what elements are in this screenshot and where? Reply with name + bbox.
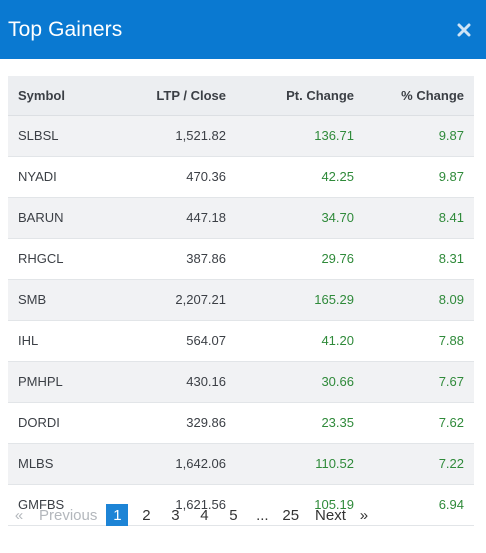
cell-ltp-close: 2,207.21 bbox=[115, 279, 228, 321]
cell-symbol: RHGCL bbox=[8, 238, 115, 280]
cell-ltp-close: 470.36 bbox=[115, 156, 228, 198]
header-pct-change[interactable]: % Change bbox=[356, 76, 474, 116]
previous-button[interactable]: Previous bbox=[39, 506, 98, 524]
cell-pt-change: 30.66 bbox=[228, 361, 356, 403]
table-row[interactable]: BARUN 447.18 34.70 8.41 bbox=[8, 197, 474, 239]
table-row[interactable]: PMHPL 430.16 30.66 7.67 bbox=[8, 361, 474, 403]
cell-symbol: NYADI bbox=[8, 156, 115, 198]
cell-pct-change: 9.87 bbox=[356, 156, 474, 198]
page-button-4[interactable]: 4 bbox=[200, 506, 209, 524]
last-page-button[interactable]: » bbox=[359, 506, 369, 524]
cell-symbol: DORDI bbox=[8, 402, 115, 444]
close-icon bbox=[457, 23, 471, 36]
cell-ltp-close: 1,621.56 bbox=[115, 484, 228, 526]
cell-ltp-close: 1,642.06 bbox=[115, 443, 228, 485]
cell-ltp-close: 564.07 bbox=[115, 320, 228, 362]
cell-pct-change: 7.88 bbox=[356, 320, 474, 362]
table-header-row: Symbol LTP / Close Pt. Change % Change bbox=[8, 76, 474, 116]
cell-pt-change: 34.70 bbox=[228, 197, 356, 239]
cell-symbol: SMB bbox=[8, 279, 115, 321]
page-button-3[interactable]: 3 bbox=[171, 506, 180, 524]
next-button[interactable]: Next bbox=[315, 506, 346, 524]
first-page-button[interactable]: « bbox=[14, 506, 24, 524]
cell-pt-change: 136.71 bbox=[228, 115, 356, 157]
cell-pt-change: 165.29 bbox=[228, 279, 356, 321]
cell-symbol: SLBSL bbox=[8, 115, 115, 157]
table-row[interactable]: GMFBS 1,621.56 105.19 6.94 bbox=[8, 484, 474, 526]
modal-header: Top Gainers bbox=[0, 0, 486, 59]
cell-pct-change: 9.87 bbox=[356, 115, 474, 157]
cell-symbol: GMFBS bbox=[8, 484, 115, 526]
pagination-ellipsis: ... bbox=[256, 506, 269, 524]
cell-ltp-close: 430.16 bbox=[115, 361, 228, 403]
cell-pt-change: 23.35 bbox=[228, 402, 356, 444]
close-button[interactable] bbox=[454, 20, 474, 40]
table-row[interactable]: SMB 2,207.21 165.29 8.09 bbox=[8, 279, 474, 321]
gainers-table-container: Symbol LTP / Close Pt. Change % Change S… bbox=[8, 76, 474, 526]
page-button-1[interactable]: 1 bbox=[106, 504, 129, 526]
cell-pct-change: 8.09 bbox=[356, 279, 474, 321]
cell-ltp-close: 387.86 bbox=[115, 238, 228, 280]
cell-pt-change: 41.20 bbox=[228, 320, 356, 362]
page-button-2[interactable]: 2 bbox=[142, 506, 151, 524]
table-row[interactable]: SLBSL 1,521.82 136.71 9.87 bbox=[8, 115, 474, 157]
cell-symbol: BARUN bbox=[8, 197, 115, 239]
table-row[interactable]: RHGCL 387.86 29.76 8.31 bbox=[8, 238, 474, 280]
cell-ltp-close: 447.18 bbox=[115, 197, 228, 239]
cell-symbol: IHL bbox=[8, 320, 115, 362]
table-row[interactable]: MLBS 1,642.06 110.52 7.22 bbox=[8, 443, 474, 485]
cell-pct-change: 8.31 bbox=[356, 238, 474, 280]
cell-pct-change: 6.94 bbox=[356, 484, 474, 526]
page-button-25[interactable]: 25 bbox=[282, 506, 300, 524]
cell-ltp-close: 1,521.82 bbox=[115, 115, 228, 157]
header-ltp-close[interactable]: LTP / Close bbox=[115, 76, 228, 116]
cell-pt-change: 42.25 bbox=[228, 156, 356, 198]
cell-pct-change: 8.41 bbox=[356, 197, 474, 239]
cell-pt-change: 110.52 bbox=[228, 443, 356, 485]
cell-pt-change: 105.19 bbox=[228, 484, 356, 526]
table-row[interactable]: NYADI 470.36 42.25 9.87 bbox=[8, 156, 474, 198]
modal-title: Top Gainers bbox=[8, 17, 123, 41]
table-row[interactable]: IHL 564.07 41.20 7.88 bbox=[8, 320, 474, 362]
gainers-table: Symbol LTP / Close Pt. Change % Change S… bbox=[8, 76, 474, 526]
cell-pct-change: 7.62 bbox=[356, 402, 474, 444]
page-button-5[interactable]: 5 bbox=[229, 506, 238, 524]
table-row[interactable]: DORDI 329.86 23.35 7.62 bbox=[8, 402, 474, 444]
cell-ltp-close: 329.86 bbox=[115, 402, 228, 444]
header-pt-change[interactable]: Pt. Change bbox=[228, 76, 356, 116]
pagination: « Previous 1 2 3 4 5 ... 25 Next » bbox=[8, 502, 375, 528]
cell-pct-change: 7.67 bbox=[356, 361, 474, 403]
cell-symbol: MLBS bbox=[8, 443, 115, 485]
cell-pt-change: 29.76 bbox=[228, 238, 356, 280]
cell-pct-change: 7.22 bbox=[356, 443, 474, 485]
header-symbol[interactable]: Symbol bbox=[8, 76, 115, 116]
cell-symbol: PMHPL bbox=[8, 361, 115, 403]
